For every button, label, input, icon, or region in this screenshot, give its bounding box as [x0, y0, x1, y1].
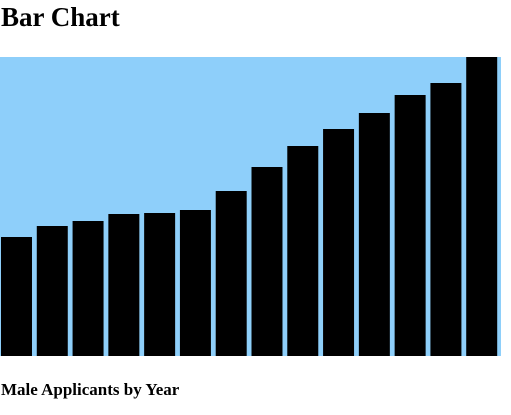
bar — [179, 210, 211, 356]
bar — [36, 226, 68, 356]
chart — [0, 57, 501, 356]
bar — [251, 167, 283, 356]
bar — [108, 214, 140, 356]
bar — [72, 221, 104, 356]
chart-caption: Male Applicants by Year — [1, 380, 180, 399]
bar — [144, 213, 176, 356]
bar — [358, 113, 390, 356]
bar — [466, 57, 498, 356]
bar — [287, 146, 319, 356]
chart-title: Bar Chart — [1, 2, 120, 32]
bar — [430, 83, 462, 356]
bar — [394, 95, 426, 356]
bar — [323, 129, 355, 356]
bar — [1, 237, 32, 356]
bar — [215, 191, 247, 356]
